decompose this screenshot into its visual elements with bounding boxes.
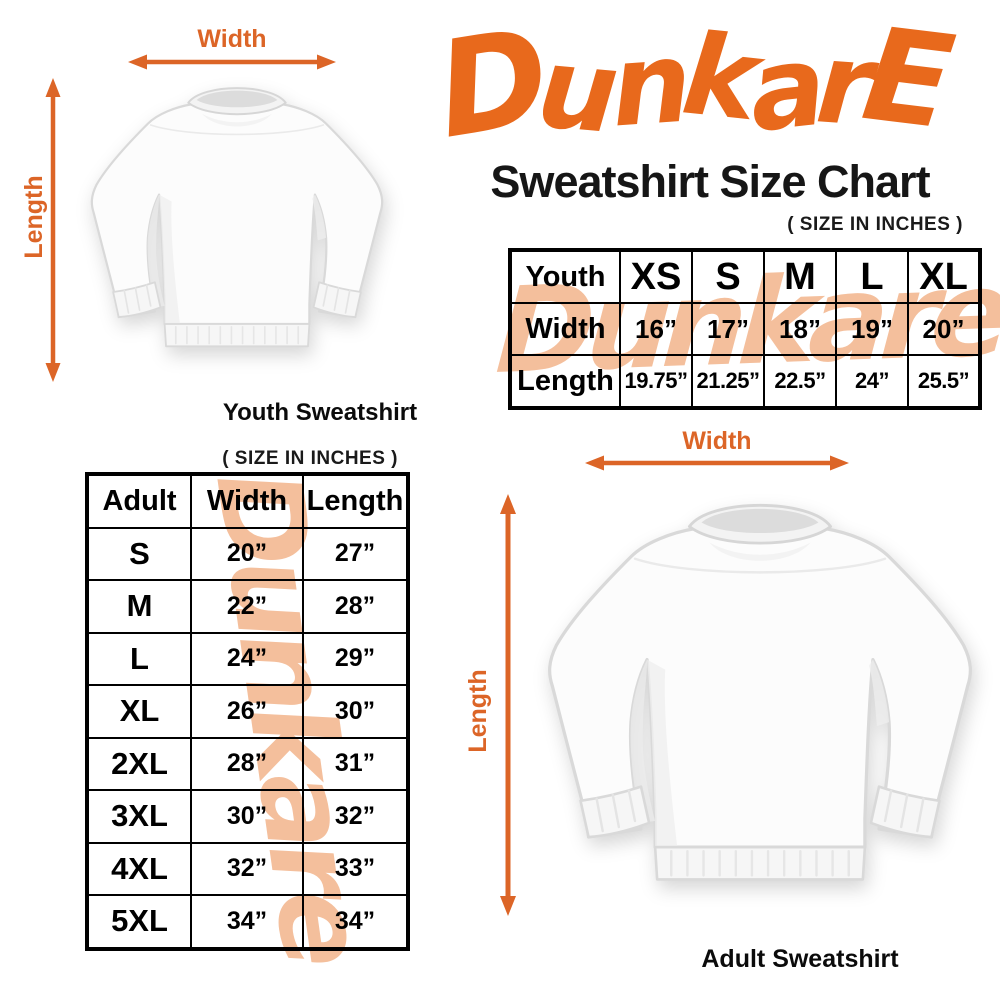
- size-cell: 2XL: [86, 736, 192, 791]
- youth-width-arrow-icon: [126, 50, 338, 74]
- youth-length-arrow-icon: [41, 76, 65, 384]
- table-row: M 22” 28”: [86, 579, 409, 634]
- youth-table-header-row: Youth XS S M L XL: [509, 249, 981, 304]
- youth-length-row: Length 19.75” 21.25” 22.5” 24” 25.5”: [509, 354, 981, 409]
- table-cell: 25.5”: [907, 354, 981, 409]
- youth-sweatshirt-image: [90, 87, 384, 348]
- table-row: 5XL 34” 34”: [86, 894, 409, 950]
- adult-size-table: Adult Width Length S 20” 27” M 22” 28” L…: [85, 472, 410, 951]
- table-header-cell: XS: [619, 249, 693, 304]
- table-header-cell: S: [691, 249, 765, 304]
- table-row: XL 26” 30”: [86, 684, 409, 739]
- table-cell: 18”: [763, 302, 837, 356]
- length-cell: 34”: [302, 894, 409, 950]
- youth-sweatshirt-caption: Youth Sweatshirt: [222, 399, 418, 426]
- width-cell: 28”: [190, 736, 304, 791]
- width-cell: 34”: [190, 894, 304, 950]
- adult-width-arrow-icon: [583, 451, 851, 475]
- adult-sweatshirt-caption: Adult Sweatshirt: [701, 945, 899, 973]
- table-row: 2XL 28” 31”: [86, 736, 409, 791]
- length-cell: 28”: [302, 579, 409, 634]
- table-cell: 19.75”: [619, 354, 693, 409]
- length-cell: 31”: [302, 736, 409, 791]
- table-row-label-cell: Length: [509, 354, 621, 409]
- table-cell: 24”: [835, 354, 909, 409]
- table-cell: 22.5”: [763, 354, 837, 409]
- length-cell: 33”: [302, 841, 409, 896]
- table-header-cell: Width: [190, 473, 304, 529]
- adult-table-header-row: Adult Width Length: [86, 473, 409, 529]
- length-cell: 30”: [302, 684, 409, 739]
- width-cell: 26”: [190, 684, 304, 739]
- size-in-inches-note-adult: ( SIZE IN INCHES ): [222, 448, 398, 469]
- size-cell: 3XL: [86, 789, 192, 844]
- size-cell: M: [86, 579, 192, 634]
- length-cell: 29”: [302, 631, 409, 686]
- table-cell: 16”: [619, 302, 693, 356]
- table-row: L 24” 29”: [86, 631, 409, 686]
- adult-width-label: Width: [682, 427, 752, 455]
- table-row: S 20” 27”: [86, 526, 409, 581]
- table-cell: 17”: [691, 302, 765, 356]
- width-cell: 32”: [190, 841, 304, 896]
- width-cell: 20”: [190, 526, 304, 581]
- size-cell: L: [86, 631, 192, 686]
- youth-size-table: Youth XS S M L XL Width 16” 17” 18” 19” …: [508, 248, 982, 410]
- size-in-inches-note-top: ( SIZE IN INCHES ): [787, 214, 963, 235]
- table-header-cell: M: [763, 249, 837, 304]
- youth-width-row: Width 16” 17” 18” 19” 20”: [509, 302, 981, 356]
- table-row: 4XL 32” 33”: [86, 841, 409, 896]
- table-header-cell: Length: [302, 473, 409, 529]
- size-cell: XL: [86, 684, 192, 739]
- youth-width-label: Width: [197, 25, 267, 53]
- width-cell: 22”: [190, 579, 304, 634]
- length-cell: 32”: [302, 789, 409, 844]
- size-cell: S: [86, 526, 192, 581]
- adult-sweatshirt-image: [548, 503, 972, 882]
- table-cell: 19”: [835, 302, 909, 356]
- table-row-label-cell: Width: [509, 302, 621, 356]
- page-title: Sweatshirt Size Chart: [490, 156, 930, 207]
- length-cell: 27”: [302, 526, 409, 581]
- table-header-cell: XL: [907, 249, 981, 304]
- width-cell: 30”: [190, 789, 304, 844]
- table-row: 3XL 30” 32”: [86, 789, 409, 844]
- adult-length-arrow-icon: [496, 492, 520, 918]
- table-cell: 20”: [907, 302, 981, 356]
- table-header-cell: L: [835, 249, 909, 304]
- adult-length-label: Length: [464, 669, 492, 753]
- table-header-cell: Youth: [509, 249, 621, 304]
- size-cell: 5XL: [86, 894, 192, 950]
- size-cell: 4XL: [86, 841, 192, 896]
- width-cell: 24”: [190, 631, 304, 686]
- table-header-cell: Adult: [86, 473, 192, 529]
- table-cell: 21.25”: [691, 354, 765, 409]
